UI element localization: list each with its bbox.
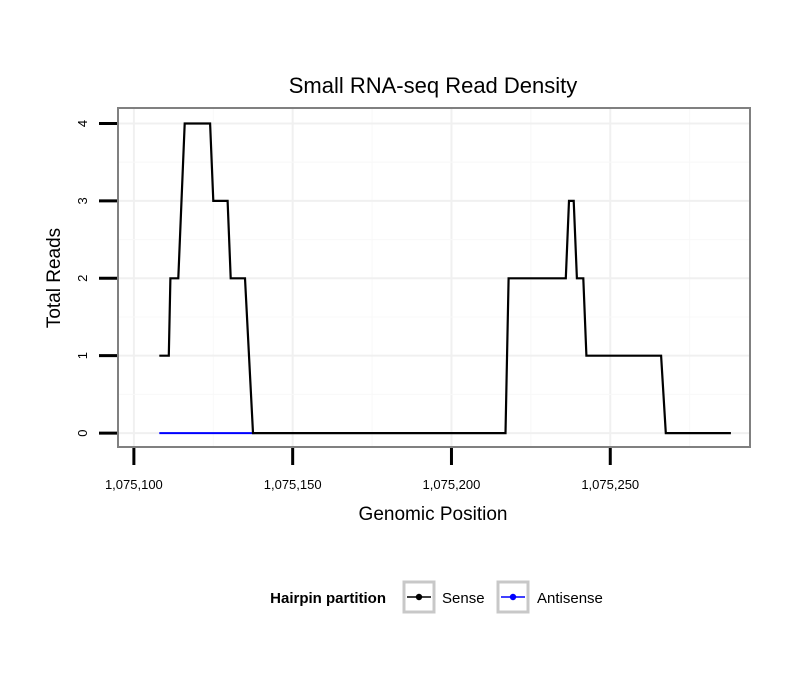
chart-title: Small RNA-seq Read Density: [289, 73, 578, 98]
x-tick-label: 1,075,250: [581, 477, 639, 492]
legend-label-sense: Sense: [442, 590, 485, 607]
legend-title: Hairpin partition: [270, 590, 386, 607]
y-axis-title: Total Reads: [44, 228, 65, 328]
y-tick-label: 4: [75, 120, 90, 127]
grid-lines: [118, 108, 750, 447]
x-tick-label: 1,075,150: [264, 477, 322, 492]
series-layer: [159, 122, 731, 435]
legend-item-antisense: Antisense: [496, 580, 603, 614]
legend-label-antisense: Antisense: [537, 590, 603, 607]
x-tick-label: 1,075,100: [105, 477, 163, 492]
plot-panel-border: [117, 107, 751, 448]
y-axis: 0 1 2 3 4: [75, 120, 117, 437]
y-tick-label: 1: [75, 352, 90, 359]
legend-key-antisense-dot: [509, 593, 517, 601]
y-tick-label: 2: [75, 275, 90, 282]
x-axis: 1,075,100 1,075,150 1,075,200 1,075,250: [105, 448, 639, 492]
legend: Hairpin partition Sense Antisense: [270, 580, 603, 614]
y-tick-label: 0: [75, 429, 90, 436]
x-axis-title: Genomic Position: [359, 504, 508, 525]
x-tick-label: 1,075,200: [423, 477, 481, 492]
y-tick-label: 3: [75, 197, 90, 204]
series-line-sense: [159, 122, 731, 435]
legend-item-sense: Sense: [402, 580, 485, 614]
legend-key-sense-dot: [415, 593, 423, 601]
